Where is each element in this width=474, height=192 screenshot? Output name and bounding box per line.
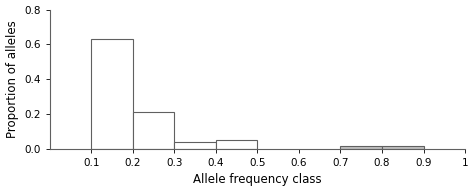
Bar bbox=[382, 146, 424, 149]
Bar bbox=[216, 140, 257, 149]
Bar bbox=[340, 146, 382, 149]
Bar bbox=[133, 112, 174, 149]
Bar bbox=[174, 142, 216, 149]
Y-axis label: Proportion of alleles: Proportion of alleles bbox=[6, 20, 18, 138]
X-axis label: Allele frequency class: Allele frequency class bbox=[193, 173, 322, 186]
Bar bbox=[91, 39, 133, 149]
